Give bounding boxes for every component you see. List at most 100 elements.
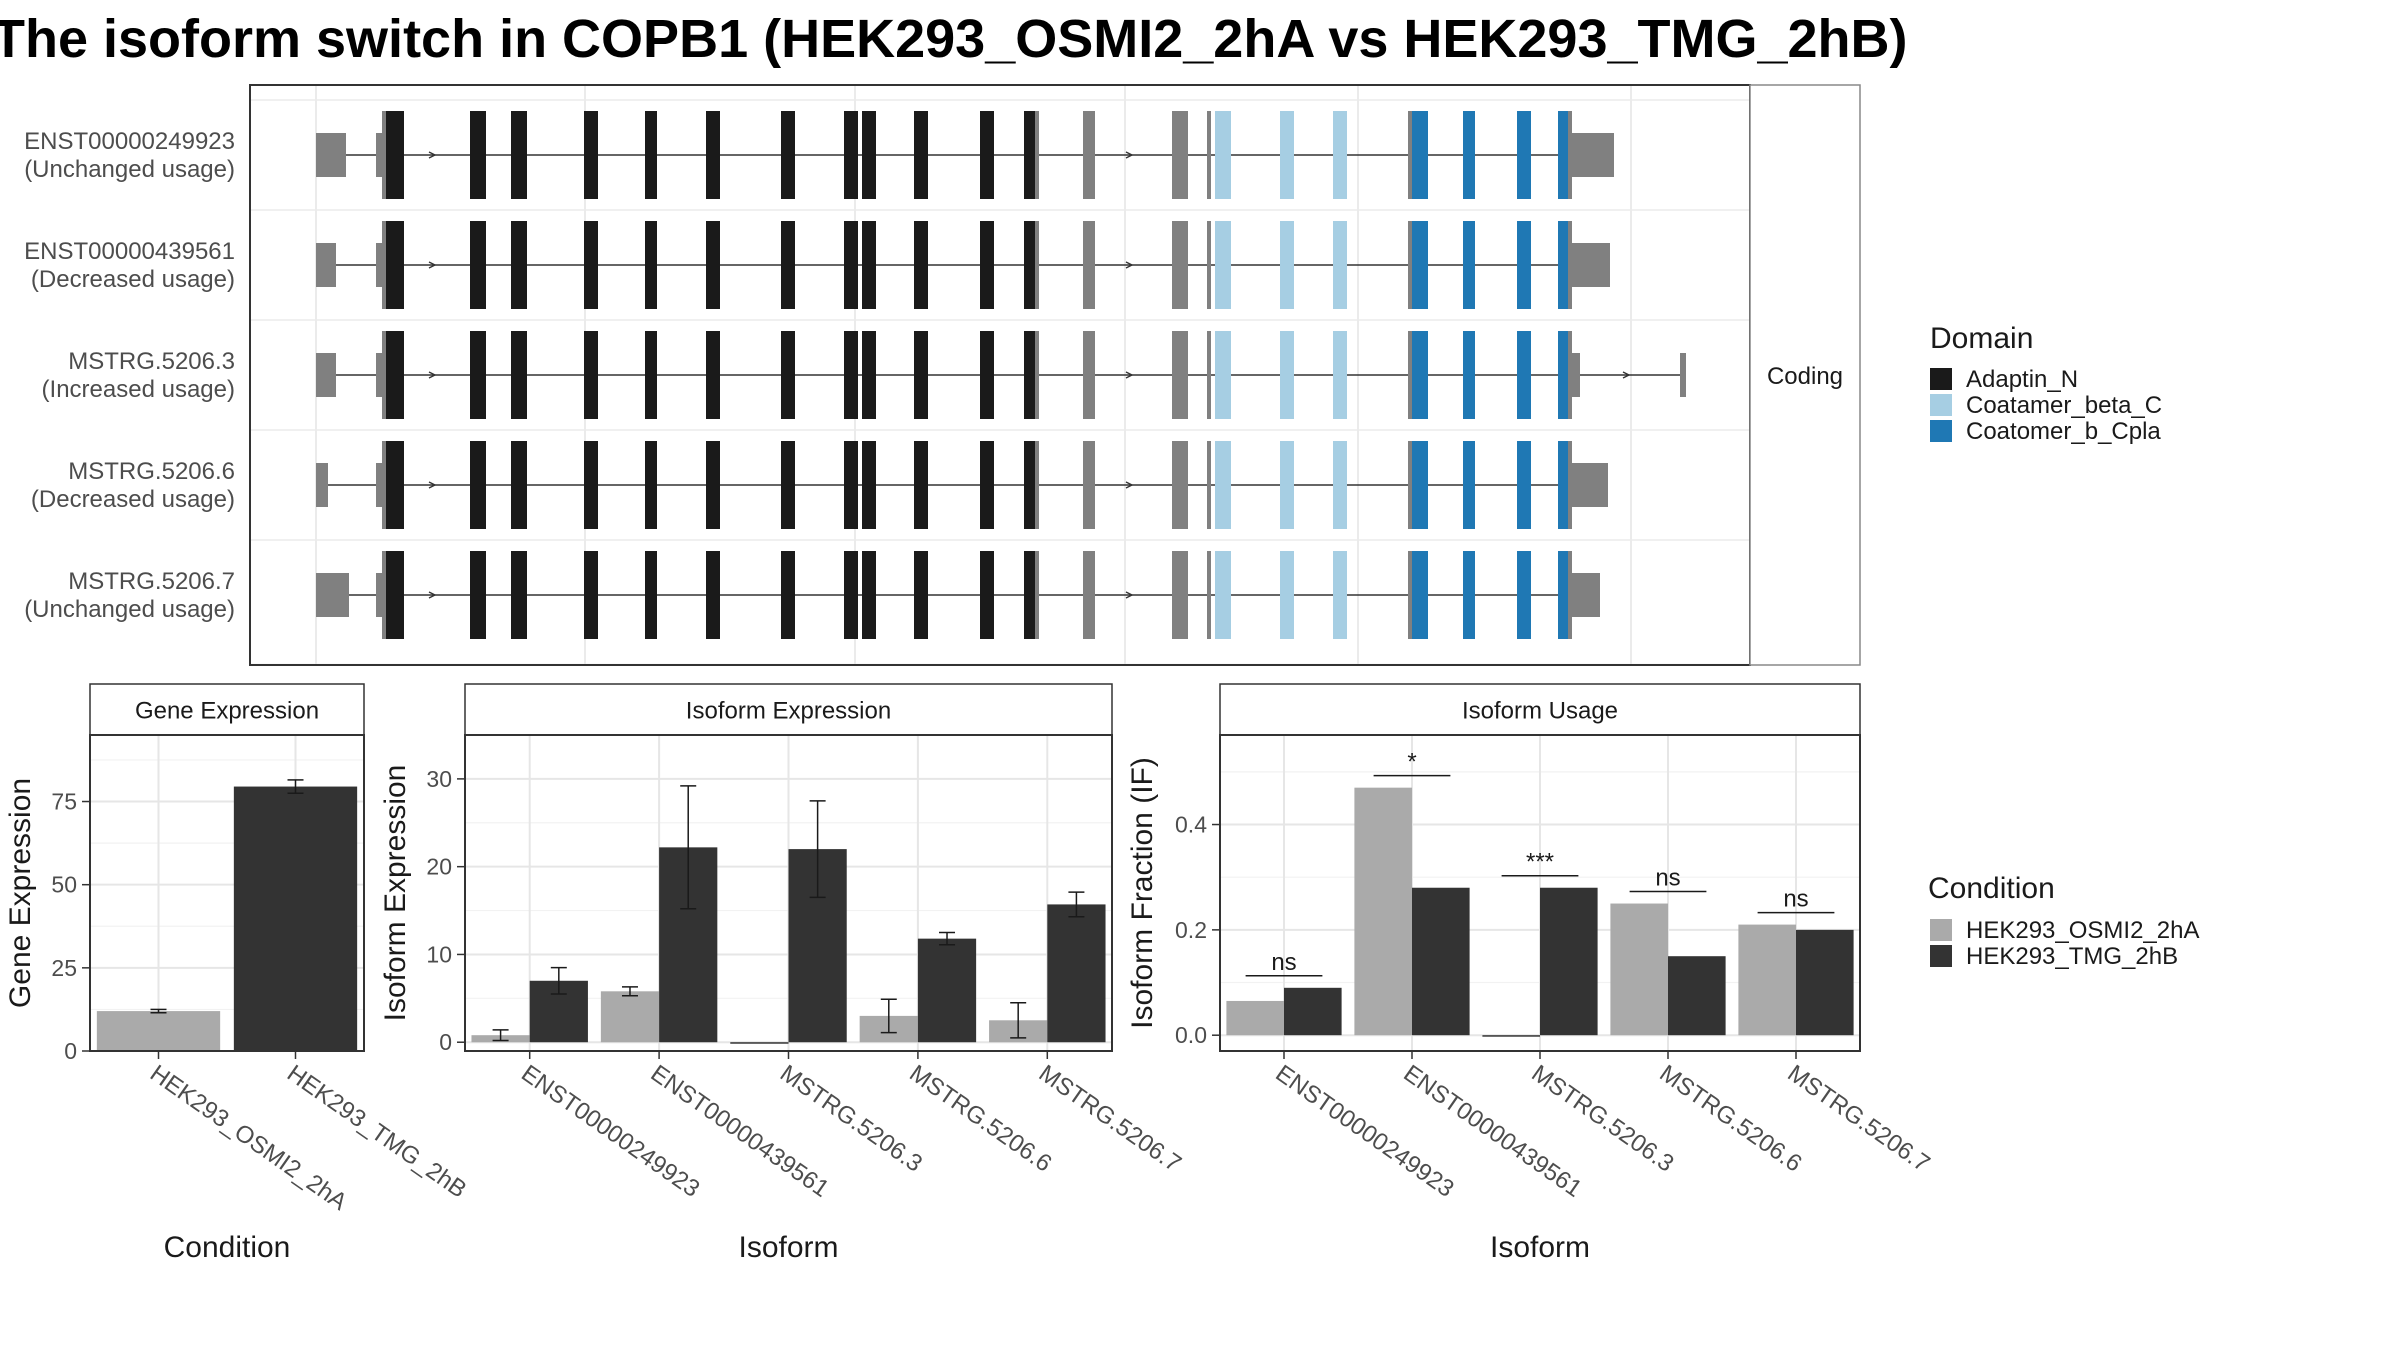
exon-adaptin-n [511,331,527,419]
strand-arrow [1125,371,1134,379]
bar [1610,903,1668,1036]
exon-coatamer-beta-c [1333,441,1347,529]
exon-coatomer-b-cpla [1412,441,1428,529]
exon-adaptin-n [511,551,527,639]
panel-strip [464,683,1113,736]
domain-legend-title: Domain [1930,322,2033,355]
panel-title: Gene Expression [135,698,319,725]
exon [1408,331,1412,419]
utr-exon [376,243,386,287]
exon-coatamer-beta-c [1280,331,1294,419]
exon-adaptin-n [1024,111,1038,199]
exon-coatomer-b-cpla [1463,111,1475,199]
exon-adaptin-n [386,111,404,199]
exon-adaptin-n [914,441,928,529]
exon [1207,221,1211,309]
exon-adaptin-n [706,441,720,529]
strand-arrow [428,261,437,269]
exon-adaptin-n [914,331,928,419]
exon [1172,111,1188,199]
exon-adaptin-n [706,221,720,309]
exon-adaptin-n [914,221,928,309]
bar [1047,904,1106,1043]
domain-legend-label: Adaptin_N [1966,366,2078,393]
exon-coatomer-b-cpla [1517,111,1531,199]
utr-exon [316,243,336,287]
bar [233,786,358,1051]
bar [1226,1000,1284,1036]
utr-exon [1572,573,1600,617]
y-tick-label: 0.0 [1175,1022,1207,1048]
transcript-usage-label: (Increased usage) [42,376,235,403]
x-tick-label: MSTRG.5206.6 [1655,1060,1807,1178]
exon-adaptin-n [980,331,994,419]
condition-legend-key [1930,919,1952,941]
transcript-id-label: MSTRG.5206.6 [68,458,235,485]
exon [1207,551,1211,639]
exon [1172,221,1188,309]
exon-adaptin-n [470,551,486,639]
significance-label: *** [1526,849,1554,876]
transcript-usage-label: (Decreased usage) [31,486,235,513]
exon-adaptin-n [781,441,795,529]
bar [1668,956,1726,1036]
strand-arrow [428,591,437,599]
transcript-id-label: ENST00000439561 [24,238,235,265]
exon [1035,551,1039,639]
condition-legend-label: HEK293_OSMI2_2hA [1966,917,2199,944]
y-tick-label: 50 [51,872,77,898]
transcript-id-label: ENST00000249923 [24,128,235,155]
exon-adaptin-n [862,331,876,419]
domain-legend-label: Coatamer_beta_C [1966,392,2162,419]
exon-coatamer-beta-c [1280,111,1294,199]
exon [382,111,388,199]
x-axis-label: Condition [164,1231,291,1264]
y-axis-label: Gene Expression [4,778,37,1008]
transcript-id-label: MSTRG.5206.7 [68,568,235,595]
bar [1412,887,1470,1036]
exon-adaptin-n [511,221,527,309]
exon [1083,551,1095,639]
exon [1568,551,1572,639]
exon-coatamer-beta-c [1215,441,1231,529]
y-tick-label: 10 [426,941,452,967]
exon-coatamer-beta-c [1333,551,1347,639]
utr-exon [1572,463,1608,507]
panel-strip [89,683,365,736]
exon [382,331,388,419]
strand-arrow [1622,371,1631,379]
utr-exon [1572,243,1610,287]
x-axis-label: Isoform [1490,1231,1590,1264]
bar [96,1011,221,1051]
utr-exon [316,573,349,617]
significance-label: * [1407,749,1416,776]
exon-adaptin-n [844,221,858,309]
x-tick-label: MSTRG.5206.7 [1783,1060,1935,1178]
utr-exon [1572,133,1614,177]
y-tick-label: 30 [426,766,452,792]
exon-adaptin-n [980,111,994,199]
condition-legend-label: HEK293_TMG_2hB [1966,943,2178,970]
exon-coatomer-b-cpla [1412,551,1428,639]
exon-adaptin-n [1024,331,1038,419]
exon-coatamer-beta-c [1280,221,1294,309]
exon [382,551,388,639]
exon-adaptin-n [584,111,598,199]
exon-coatomer-b-cpla [1412,111,1428,199]
exon-adaptin-n [470,331,486,419]
utr-exon [376,353,386,397]
exon-adaptin-n [584,221,598,309]
y-tick-label: 20 [426,854,452,880]
y-tick-label: 25 [51,955,77,981]
x-tick-label: MSTRG.5206.7 [1034,1060,1186,1178]
utr-exon [316,353,336,397]
significance-label: ns [1783,886,1808,913]
bar [1284,987,1342,1036]
exon-adaptin-n [584,441,598,529]
exon-adaptin-n [706,111,720,199]
exon-adaptin-n [862,441,876,529]
facet-strip [1749,84,1861,666]
exon-adaptin-n [1024,441,1038,529]
exon-coatamer-beta-c [1215,111,1231,199]
exon [1035,111,1039,199]
